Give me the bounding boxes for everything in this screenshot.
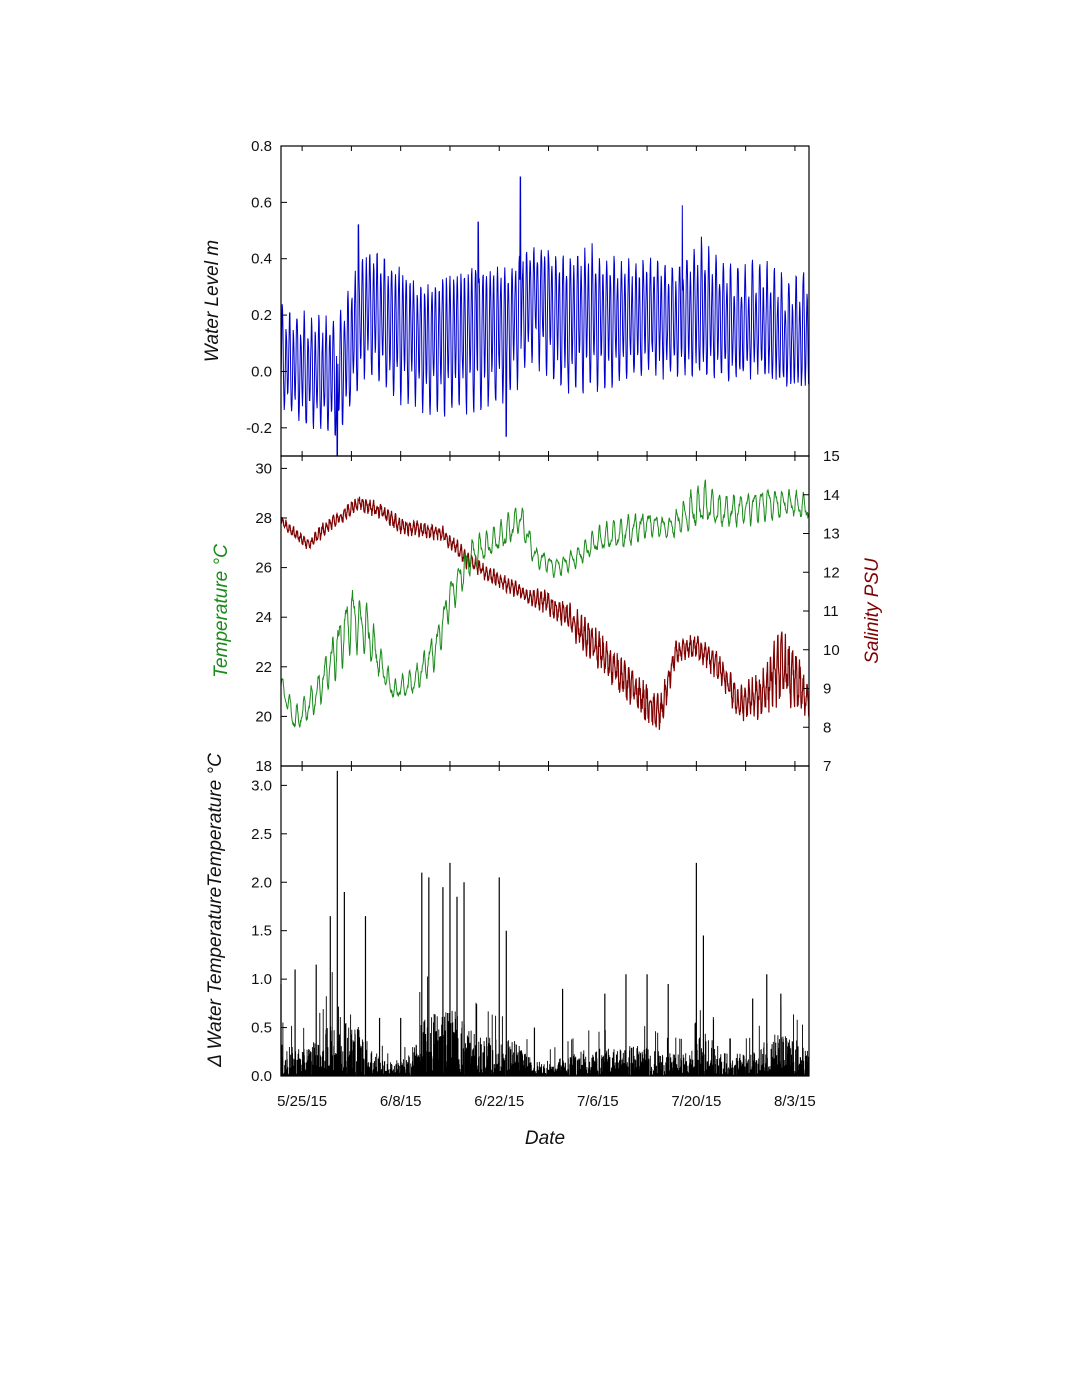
temperature-y-tick-label: 28	[255, 510, 272, 527]
x-tick-label: 7/20/15	[671, 1093, 721, 1110]
salinity-y-tick-label: 8	[823, 719, 831, 736]
water-level-y-axis-title: Water Level m	[202, 240, 223, 362]
delta-temperature-y-tick-label: 0.5	[251, 1020, 272, 1037]
x-tick-label: 5/25/15	[277, 1093, 327, 1110]
x-axis-title: Date	[525, 1128, 565, 1149]
delta-temperature-y-tick-label: 1.0	[251, 971, 272, 988]
temperature-y-tick-label: 24	[255, 609, 272, 626]
temperature-y-tick-label: 26	[255, 560, 272, 577]
temperature-line	[280, 479, 810, 728]
delta-temperature-frame	[280, 765, 810, 1077]
salinity-y-tick-label: 7	[823, 758, 831, 775]
x-tick-label: 8/3/15	[774, 1093, 816, 1110]
water-level-series	[280, 176, 810, 457]
temperature-salinity-panel: 18 20 22 24 26 28 30 7 8 9 10 11 12 13 14 15 Temperatu…	[211, 448, 883, 775]
date-x-axis: 5/25/15 6/8/15 6/22/15 7/6/15 7/20/15 8/3/15	[277, 146, 816, 1110]
water-level-y-tick-label: 0.8	[251, 138, 272, 155]
delta-temperature-y-tick-label: 0.0	[251, 1068, 272, 1085]
water-level-y-tick-label: -0.2	[246, 420, 272, 437]
delta-temperature-y-tick-label: 1.5	[251, 923, 272, 940]
delta-temperature-y-tick-label: 2.0	[251, 874, 272, 891]
water-level-y-axis: -0.2 0.0 0.2 0.4 0.6 0.8	[246, 138, 287, 437]
water-level-line	[280, 176, 810, 457]
salinity-y-tick-label: 13	[823, 526, 840, 543]
temperature-y-tick-label: 18	[255, 758, 272, 775]
water-level-y-tick-label: 0.4	[251, 251, 272, 268]
salinity-y-tick-label: 10	[823, 642, 840, 659]
salinity-y-axis: 7 8 9 10 11 12 13 14 15	[803, 448, 840, 775]
x-tick-label: 6/8/15	[380, 1093, 422, 1110]
salinity-line	[280, 496, 810, 730]
delta-temperature-y-axis: 0.0 0.5 1.0 1.5 2.0 2.5 3.0	[251, 777, 287, 1085]
salinity-y-axis-title: Salinity PSU	[862, 558, 883, 664]
delta-temperature-series	[280, 770, 810, 1076]
temperature-y-tick-label: 22	[255, 659, 272, 676]
x-tick-label: 6/22/15	[474, 1093, 524, 1110]
salinity-y-tick-label: 9	[823, 681, 831, 698]
water-level-y-tick-label: 0.2	[251, 307, 272, 324]
salinity-y-tick-label: 12	[823, 564, 840, 581]
salinity-y-tick-label: 11	[823, 603, 839, 620]
delta-temperature-y-tick-label: 3.0	[251, 777, 272, 794]
delta-temperature-y-tick-label: 2.5	[251, 826, 272, 843]
temperature-y-tick-label: 20	[255, 708, 272, 725]
temperature-y-tick-label: 30	[255, 460, 272, 477]
salinity-y-tick-label: 14	[823, 487, 840, 504]
salinity-y-tick-label: 15	[823, 448, 840, 465]
delta-temperature-y-axis-title: Δ Water TemperatureTemperature °C	[205, 753, 226, 1068]
x-tick-label: 7/6/15	[577, 1093, 619, 1110]
temperature-y-axis: 18 20 22 24 26 28 30	[255, 460, 287, 775]
temperature-y-axis-title: Temperature °C	[211, 544, 232, 678]
temperature-series	[280, 479, 810, 728]
water-level-y-tick-label: 0.0	[251, 363, 272, 380]
salinity-series	[280, 496, 810, 730]
water-level-y-tick-label: 0.6	[251, 194, 272, 211]
delta-temperature-panel: 0.0 0.5 1.0 1.5 2.0 2.5 3.0 5/25/15 6/8/15 6/22/…	[205, 146, 816, 1149]
